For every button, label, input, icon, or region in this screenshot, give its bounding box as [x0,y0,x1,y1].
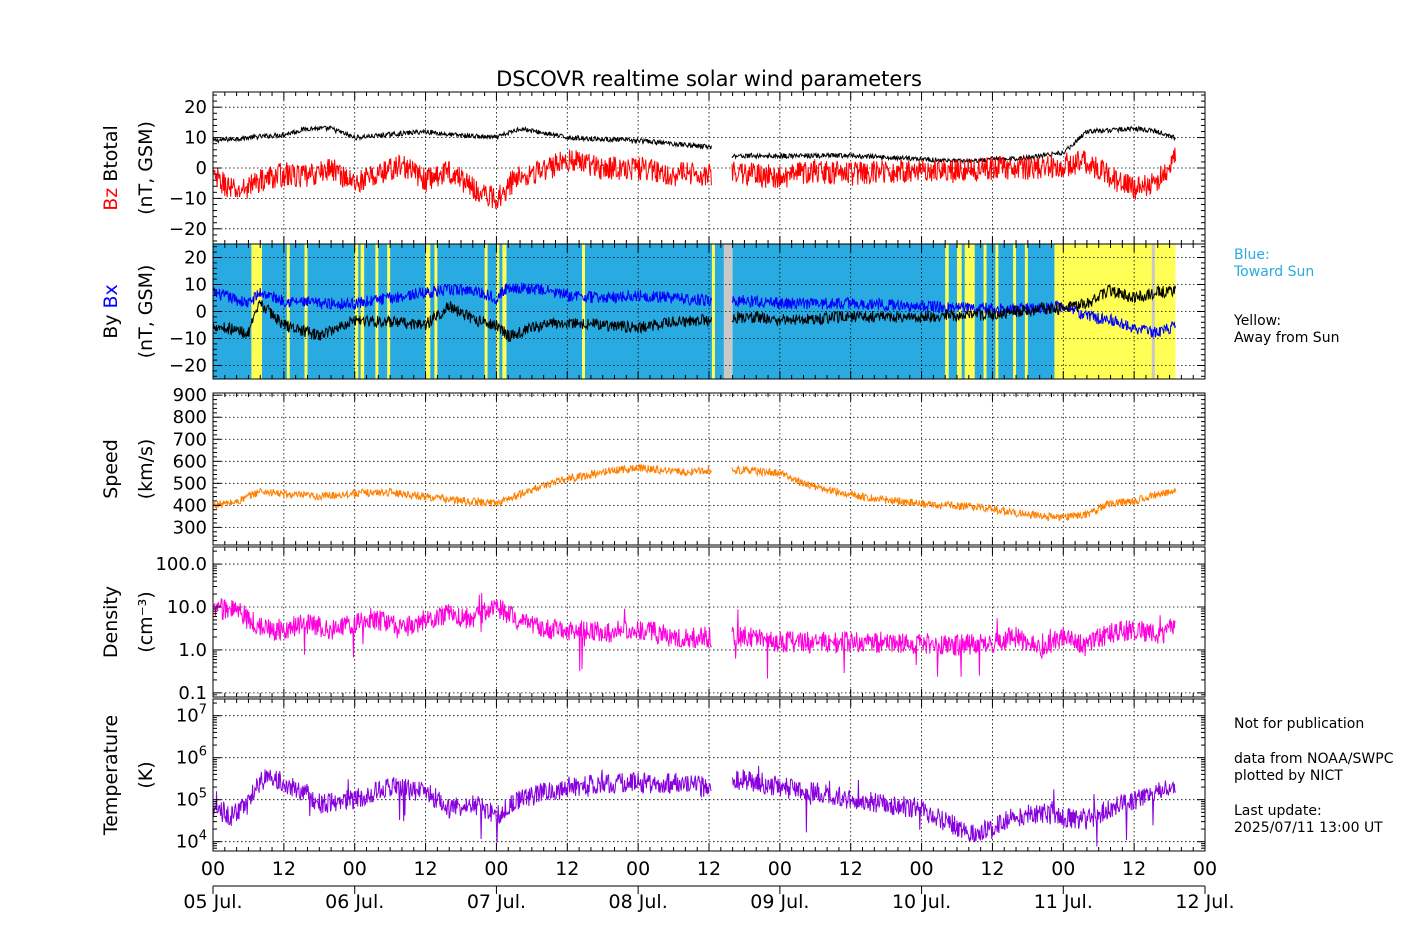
x-day-label: 08 Jul. [609,891,668,913]
y-tick-label: 105 [176,787,207,811]
y-tick-label: 400 [173,495,207,516]
x-hour-label: 00 [1193,858,1217,880]
x-hour-label: 00 [201,858,225,880]
y-tick-exponent: 7 [199,703,207,718]
y-tick-label: 0 [196,158,207,179]
x-hour-label: 12 [413,858,437,880]
y-axis-label-main: By [100,308,122,338]
x-day-label: 07 Jul. [467,891,526,913]
sector-away-band [375,244,379,379]
sector-away-band [434,244,438,379]
x-hour-label: 12 [839,858,863,880]
x-hour-label: 00 [1051,858,1075,880]
y-tick-label: 104 [176,829,207,853]
series-temperature [212,765,1176,847]
y-tick-label: 500 [173,473,207,494]
y-axis-label: Speed [100,439,122,499]
x-day-label: 10 Jul. [892,891,951,913]
series-btotal [212,125,1176,165]
last-update: Last update: 2025/07/11 13:00 UT [1234,803,1383,836]
y-axis-unit: (K) [135,761,157,788]
x-hour-label: 00 [343,858,367,880]
y-axis-unit: (nT, GSM) [135,265,157,359]
sector-away-band [957,244,962,379]
x-hour-label: 12 [555,858,579,880]
y-tick-label: 10 [184,128,207,149]
x-day-label: 11 Jul. [1034,891,1093,913]
y-tick-label: −20 [169,356,207,377]
series-bz [212,147,1176,209]
y-tick-label: −10 [169,329,207,350]
sector-away-band [286,244,290,379]
y-axis-label: Bz Btotal [100,125,122,211]
y-tick-label: 107 [176,703,207,727]
series-by [212,284,1176,342]
y-tick-label: 900 [173,385,207,406]
y-tick-label: 10 [184,275,207,296]
y-tick-label: −20 [169,219,207,240]
x-hour-label: 12 [697,858,721,880]
y-axis-label: By Bx [100,284,122,339]
x-hour-label: 12 [272,858,296,880]
series-density [212,592,1176,679]
y-tick-label: 0 [196,302,207,323]
y-tick-label: 300 [173,517,207,538]
sector-away-band [582,244,585,379]
y-tick-label: 0.1 [178,683,207,704]
panel-bx_by: 20 10 0 −10 −20 By Bx (nT, GSM) [100,243,1206,380]
x-day-label: 05 Jul. [183,891,242,913]
y-tick-label: 1.0 [178,640,207,661]
panel-btotal_bz: 20 10 0 −10 −20 Bz Btotal (nT, GSM) [100,91,1206,245]
publication-notice: Not for publication [1234,716,1365,732]
y-tick-label: 800 [173,407,207,428]
panel-density: 100.0 10.0 1.0 0.1 Density (cm⁻³) [100,546,1206,704]
y-tick-label: 20 [184,97,207,118]
y-tick-label: 600 [173,451,207,472]
x-hour-label: 00 [768,858,792,880]
panel-temperature: 107 106 105 104 Temperature (K) [100,698,1206,853]
y-tick-label: −10 [169,188,207,209]
y-tick-label: 100.0 [155,554,207,575]
y-tick-label: 20 [184,248,207,269]
sector-away-band [354,244,359,379]
y-tick-label: 700 [173,429,207,450]
y-tick-exponent: 4 [199,829,207,844]
x-hour-label: 00 [626,858,650,880]
series-bx [212,282,1176,338]
sector-legend-toward: Blue: Toward Sun [1234,247,1315,280]
y-tick-exponent: 5 [199,787,207,802]
chart-title: DSCOVR realtime solar wind parameters [496,67,922,91]
sector-away-band [995,244,999,379]
x-hour-label: 00 [484,858,508,880]
y-axis-unit: (cm⁻³) [135,591,157,652]
y-tick-label: 10.0 [167,597,207,618]
y-axis-label-colored: Bz [100,182,122,211]
y-axis-label: Density [100,586,122,658]
sector-away-band [502,244,507,379]
data-credit: data from NOAA/SWPC plotted by NICT [1234,751,1394,784]
x-hour-label: 12 [980,858,1004,880]
y-axis-unit: (km/s) [135,439,157,500]
sector-legend-away: Yellow: Away from Sun [1234,313,1340,346]
y-axis-label-main: Btotal [100,125,122,181]
y-tick-label: 106 [176,745,207,769]
x-hour-label: 12 [1122,858,1146,880]
y-axis-unit: (nT, GSM) [135,121,157,215]
x-hour-label: 00 [909,858,933,880]
x-day-label: 06 Jul. [325,891,384,913]
sector-away-band [387,244,391,379]
series-speed [212,463,1176,522]
x-day-label: 12 Jul. [1175,891,1234,913]
sector-away-band [425,244,431,379]
y-tick-exponent: 6 [199,745,207,760]
data-gap-band [723,244,733,379]
y-axis-label-colored: Bx [100,284,122,308]
y-axis-label: Temperature [100,715,122,836]
x-day-label: 09 Jul. [750,891,809,913]
